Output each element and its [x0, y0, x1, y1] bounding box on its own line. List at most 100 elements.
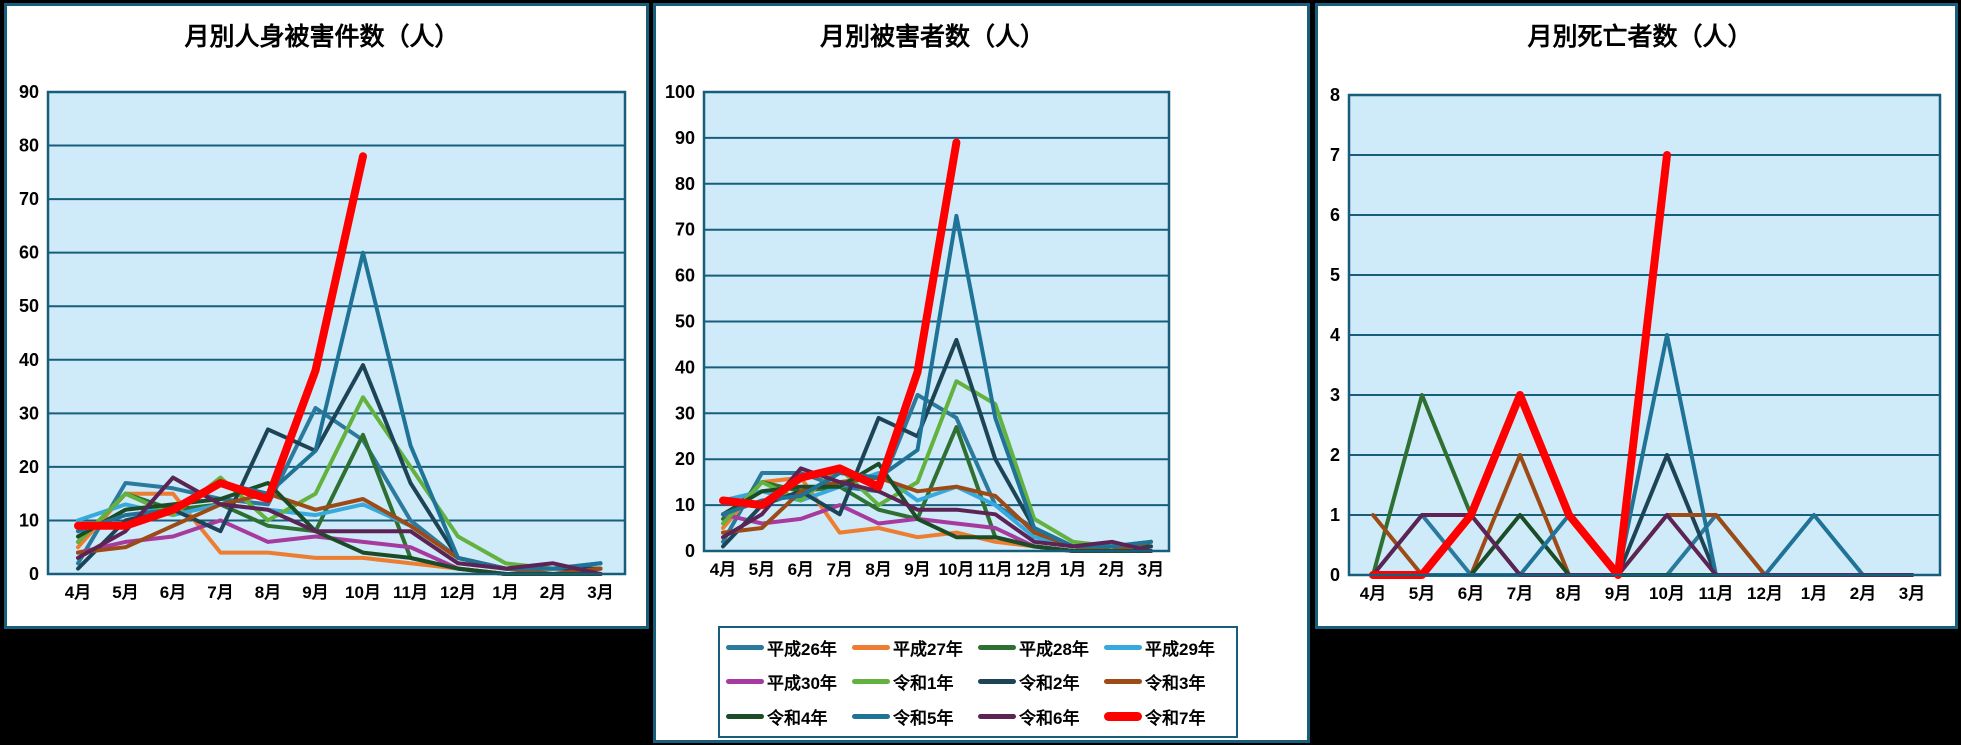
x-axis-label: 12月 — [440, 583, 476, 602]
x-axis-label: 2月 — [540, 583, 566, 602]
series-line-r7 — [719, 138, 961, 510]
legend-item-h28: 平成28年 — [978, 635, 1104, 660]
legend-line-swatch-icon — [726, 714, 764, 720]
x-axis-label: 8月 — [865, 560, 891, 579]
chart-plot-deaths: 0 1 2 3 4 5 6 7 8 4月 5月 6月 7月 8月 9月 10月 11月 12月 1月 2月 3月 — [1330, 85, 1942, 603]
x-axis-label: 6月 — [788, 560, 814, 579]
chart-panel-victims: 月別被害者数（人） 0 10 20 30 40 50 60 70 80 90 100 4月 5月 6月 7月… — [653, 3, 1310, 743]
y-axis-tick-label: 70 — [19, 189, 39, 209]
x-axis-label: 3月 — [587, 583, 613, 602]
legend-item-r2: 令和2年 — [978, 669, 1104, 694]
chart-panel-incidents: 月別人身被害件数（人） 0 10 20 30 40 50 60 70 80 90 4月 5月 6月 7月 8… — [4, 3, 649, 629]
legend-line-swatch-icon — [852, 644, 890, 650]
legend-item-label: 令和3年 — [1145, 674, 1206, 694]
legend-item-r1: 令和1年 — [852, 669, 978, 694]
y-axis-tick-label: 80 — [675, 174, 695, 194]
x-axis-label: 7月 — [826, 560, 852, 579]
legend-item-label: 平成30年 — [767, 674, 837, 694]
legend-item-label: 令和4年 — [767, 709, 828, 729]
x-axis-label: 5月 — [749, 560, 775, 579]
plot-border — [1347, 93, 1942, 577]
x-axis-label: 4月 — [710, 560, 736, 579]
chart-panel-deaths: 月別死亡者数（人） 0 1 2 3 4 5 6 7 8 4月 5月 6月 7月 8月 9月 10月 11月 12月… — [1315, 3, 1958, 629]
legend-item-h27: 平成27年 — [852, 635, 978, 660]
y-axis-tick-label: 2 — [1330, 445, 1340, 465]
x-axis-label: 10月 — [938, 560, 974, 579]
legend-item-label: 令和1年 — [893, 674, 954, 694]
legend-line-swatch-icon — [978, 679, 1016, 685]
legend-item-label: 平成26年 — [767, 639, 837, 659]
y-axis-tick-label: 4 — [1330, 325, 1340, 345]
y-axis-tick-label: 0 — [1330, 565, 1340, 585]
x-axis-label: 9月 — [1605, 584, 1631, 603]
legend-item-h26: 平成26年 — [726, 635, 852, 660]
x-axis-label: 3月 — [1138, 560, 1164, 579]
y-axis-tick-label: 70 — [675, 220, 695, 240]
y-axis-tick-label: 40 — [19, 350, 39, 370]
legend-item-r7: 令和7年 — [1104, 704, 1230, 729]
y-axis-tick-label: 20 — [675, 449, 695, 469]
x-axis-label: 12月 — [1016, 560, 1052, 579]
x-axis-label: 4月 — [65, 583, 91, 602]
x-axis-label: 11月 — [393, 583, 428, 602]
y-axis-tick-label: 8 — [1330, 85, 1340, 105]
x-axis-label: 2月 — [1850, 584, 1876, 603]
legend-item-label: 平成29年 — [1145, 639, 1215, 659]
y-axis-tick-label: 40 — [675, 357, 695, 377]
legend-line-swatch-icon — [726, 644, 764, 650]
x-axis-label: 9月 — [904, 560, 930, 579]
y-axis-tick-label: 30 — [675, 403, 695, 423]
plot-area — [48, 92, 625, 574]
x-axis-label: 4月 — [1360, 584, 1386, 603]
x-axis-label: 8月 — [1556, 584, 1582, 603]
legend-line-swatch-icon — [1104, 679, 1142, 685]
legend-item-label: 平成28年 — [1019, 639, 1089, 659]
chart-title-deaths: 月別死亡者数（人） — [1527, 23, 1753, 51]
y-axis-tick-label: 30 — [19, 403, 39, 423]
x-axis-label: 1月 — [1060, 560, 1086, 579]
y-axis-tick-label: 90 — [19, 82, 39, 102]
chart-plot-incidents: 0 10 20 30 40 50 60 70 80 90 4月 5月 6月 7月 8月 9月 10月 11月 12月… — [19, 82, 627, 602]
legend-item-label: 令和5年 — [893, 709, 954, 729]
x-axis-label: 8月 — [255, 583, 281, 602]
x-axis-label: 7月 — [1507, 584, 1533, 603]
series-line-r7 — [74, 152, 367, 530]
y-axis-tick-label: 60 — [19, 243, 39, 263]
legend-line-swatch-icon — [1104, 644, 1142, 650]
legend-item-r4: 令和4年 — [726, 704, 852, 729]
chart-title-incidents: 月別人身被害件数（人） — [184, 23, 460, 51]
x-axis-label: 1月 — [492, 583, 518, 602]
series-line-r6 — [76, 475, 603, 576]
legend-line-swatch-icon — [852, 679, 890, 685]
y-axis-tick-label: 5 — [1330, 265, 1340, 285]
legend-item-label: 令和6年 — [1019, 709, 1080, 729]
x-axis-label: 12月 — [1747, 584, 1783, 603]
x-axis-label: 9月 — [302, 583, 328, 602]
y-axis-tick-label: 50 — [19, 296, 39, 316]
legend-item-label: 令和7年 — [1145, 709, 1206, 729]
legend-item-h29: 平成29年 — [1104, 635, 1230, 660]
x-axis-label: 11月 — [1699, 584, 1734, 603]
legend-line-swatch-icon — [1104, 712, 1142, 722]
legend-item-r3: 令和3年 — [1104, 669, 1230, 694]
x-axis-label: 3月 — [1899, 584, 1925, 603]
y-axis-tick-label: 50 — [675, 312, 695, 332]
x-axis-label: 2月 — [1099, 560, 1125, 579]
x-axis-label: 5月 — [112, 583, 138, 602]
y-axis-tick-label: 80 — [19, 136, 39, 156]
y-axis-tick-label: 1 — [1330, 505, 1340, 525]
legend-item-r5: 令和5年 — [852, 704, 978, 729]
legend-box: 平成26年 平成27年 平成28年 平成29年平成30年 令和1年 令和2年 令和3年令和4… — [718, 626, 1238, 738]
y-axis-tick-label: 3 — [1330, 385, 1340, 405]
y-axis-tick-label: 20 — [19, 457, 39, 477]
y-axis-tick-label: 0 — [685, 541, 695, 561]
legend-line-swatch-icon — [978, 714, 1016, 720]
legend-item-label: 平成27年 — [893, 639, 963, 659]
series-line-r6 — [721, 466, 1153, 553]
chart-plot-victims: 0 10 20 30 40 50 60 70 80 90 100 4月 5月 6月 7月 8月 9月 10月 11月… — [665, 82, 1171, 579]
x-axis-label: 10月 — [1649, 584, 1685, 603]
x-axis-label: 5月 — [1409, 584, 1435, 603]
y-axis-tick-label: 60 — [675, 266, 695, 286]
y-axis-tick-label: 90 — [675, 128, 695, 148]
